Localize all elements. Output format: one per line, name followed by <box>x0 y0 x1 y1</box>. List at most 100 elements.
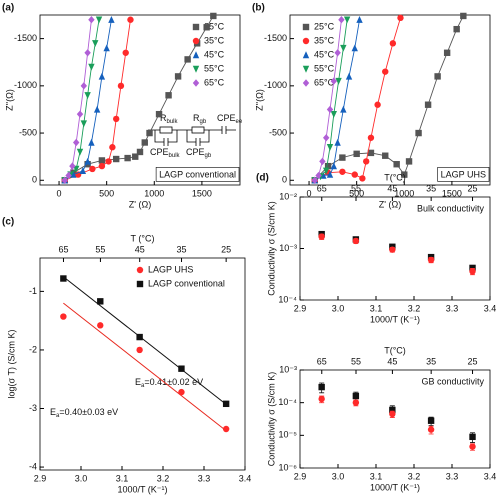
data-point <box>60 275 67 282</box>
cpe <box>186 130 210 146</box>
x-tick-label: 1500 <box>442 188 462 198</box>
cpe <box>221 126 227 134</box>
data-point <box>178 365 185 372</box>
y-tick-label: 10⁻⁴ <box>278 397 297 407</box>
data-point <box>72 138 80 147</box>
data-point <box>222 400 230 408</box>
y-tick-label: -1000 <box>14 80 37 90</box>
data-point <box>88 138 95 146</box>
data-point <box>84 92 91 99</box>
x2-tick-label: 65 <box>317 183 327 193</box>
legend-label: 35°C <box>204 35 225 45</box>
y-tick-label: 10⁻⁶ <box>279 462 298 472</box>
data-point <box>351 44 358 52</box>
data-point <box>79 167 87 175</box>
data-point <box>72 165 80 173</box>
y-tick-label: 10⁻³ <box>279 364 297 374</box>
panel-title: Bulk conductivity <box>417 203 485 213</box>
legend-marker <box>302 79 310 87</box>
x2-tick-label: 35 <box>177 244 187 254</box>
x-tick-label: 500 <box>349 188 364 198</box>
annotation: LAGP conventional <box>159 169 236 179</box>
data-point <box>97 298 104 305</box>
x-tick-label: 2.9 <box>34 473 47 483</box>
x2-tick-label: 45 <box>387 356 397 366</box>
legend-marker <box>302 23 310 31</box>
legend-marker <box>192 37 200 45</box>
data-point <box>93 105 101 113</box>
x-tick-label: 3.3 <box>446 471 459 481</box>
x2-tick-label: 45 <box>387 183 397 193</box>
data-point <box>311 176 318 184</box>
x-tick-label: 3.1 <box>116 473 129 483</box>
plot-frame <box>39 14 241 186</box>
legend-marker <box>302 65 310 73</box>
data-point <box>340 105 347 113</box>
y-tick-label: -500 <box>19 127 37 137</box>
data-point <box>92 40 99 48</box>
legend-marker <box>302 37 310 45</box>
data-point <box>76 110 84 118</box>
y-axis-label: Conductivity σ (S/cm K) <box>266 372 276 467</box>
x2-axis-label: T(°C) <box>384 172 406 182</box>
data-line <box>64 19 112 181</box>
data-point <box>141 139 148 146</box>
x2-axis-label: T(°C) <box>384 345 406 355</box>
data-point <box>322 167 330 175</box>
data-point <box>84 157 91 165</box>
data-point <box>382 152 389 159</box>
data-point <box>427 256 435 264</box>
x-tick-label: 3.2 <box>408 303 421 313</box>
data-line <box>314 15 464 181</box>
x-tick-label: 3.2 <box>408 471 421 481</box>
data-point <box>405 158 413 165</box>
legend-label: 45°C <box>314 49 335 59</box>
plot-frame <box>289 14 491 186</box>
data-point <box>103 44 110 52</box>
legend-marker <box>302 51 310 59</box>
y-tick-label: 0 <box>282 175 287 185</box>
plot-frame <box>39 257 246 471</box>
circuit-label: CPEee <box>217 113 243 124</box>
panel: (b) 0 500 1000 1500 0 -500 -1000 -1500 Z' (Ω) Z''(… <box>252 3 491 209</box>
x-tick-label: 0 <box>57 188 62 198</box>
legend-label: 55°C <box>314 63 335 73</box>
legend-label: LAGP UHS <box>148 264 193 274</box>
fit-line <box>63 276 227 405</box>
data-point <box>367 149 375 157</box>
data-point <box>136 333 143 341</box>
plot-frame <box>299 369 491 469</box>
data-point <box>80 82 88 90</box>
data-point <box>334 138 341 146</box>
data-point <box>136 346 143 354</box>
x-axis-label: Z' (Ω) <box>379 199 401 209</box>
legend-marker <box>192 65 200 73</box>
x2-tick-label: 65 <box>317 356 327 366</box>
data-line <box>64 19 131 181</box>
data-point <box>326 105 334 114</box>
data-point <box>424 101 432 108</box>
data-point <box>319 157 326 166</box>
data-point <box>340 44 347 52</box>
data-point <box>124 154 131 162</box>
y-tick-label: -3 <box>29 403 37 413</box>
y-tick-label: 10⁻² <box>279 191 297 201</box>
data-point <box>70 170 77 178</box>
data-point <box>389 410 396 418</box>
data-point <box>132 153 139 160</box>
circuit-label: CPEbulk <box>150 147 181 158</box>
x-axis-label: 1000/T (K⁻¹) <box>117 484 167 494</box>
panel: (c) 2.9 3.0 3.1 3.2 3.3 3.4 -4 -3 -2 -1 65 55 45 35 25 1… <box>2 217 251 495</box>
data-point <box>393 161 400 168</box>
x2-tick-label: 35 <box>426 183 436 193</box>
x2-tick-label: 25 <box>221 244 231 254</box>
data-point <box>352 392 360 400</box>
legend-marker <box>192 23 200 31</box>
x-tick-label: 1000 <box>394 188 414 198</box>
y-tick-label: 10⁻⁵ <box>279 430 298 440</box>
data-point <box>469 264 476 272</box>
data-point <box>343 16 351 24</box>
y-tick-label: -4 <box>29 461 37 471</box>
data-point <box>359 175 366 182</box>
x-tick-label: 500 <box>99 188 114 198</box>
